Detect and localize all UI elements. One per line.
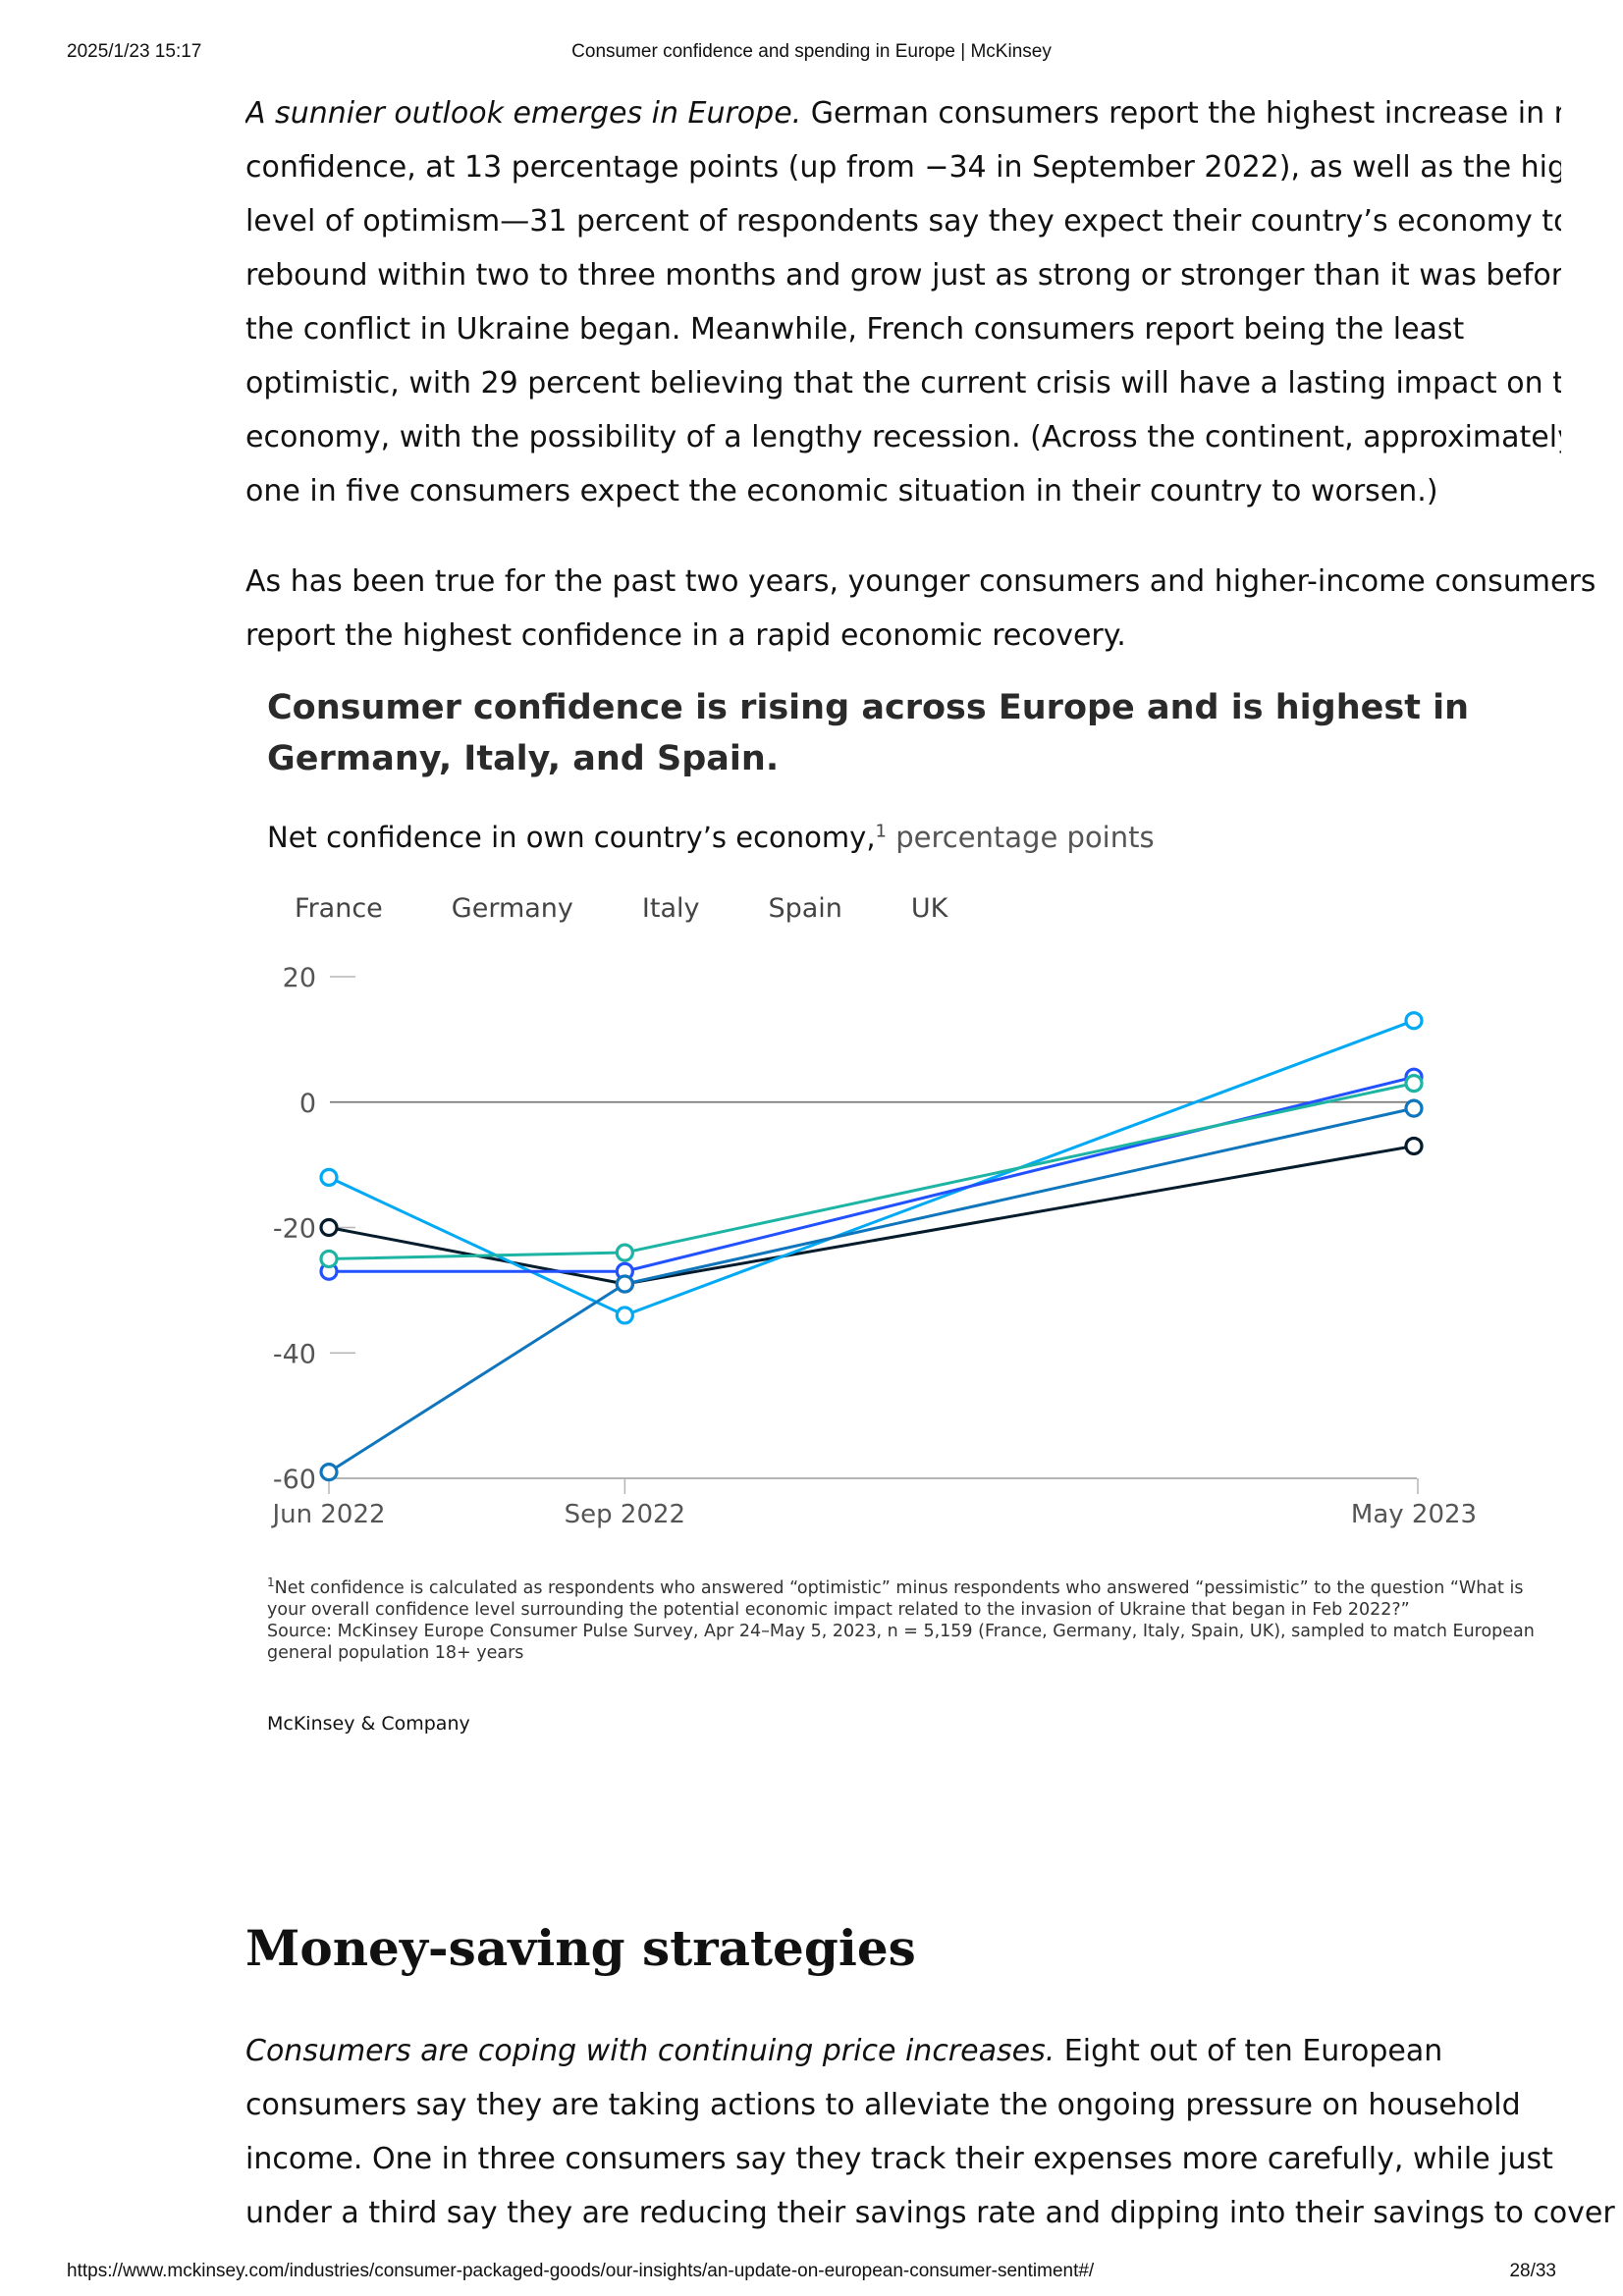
chart-unit: percentage points bbox=[887, 821, 1155, 854]
x-tick-label: May 2023 bbox=[1351, 1500, 1477, 1529]
paragraph-text: German consumers report the highest incr… bbox=[801, 96, 1561, 131]
data-point-uk bbox=[319, 1463, 339, 1482]
paragraph-lead: Consumers are coping with continuing pri… bbox=[245, 2034, 1055, 2068]
paragraph-line: rebound within two to three months and g… bbox=[245, 258, 1561, 293]
paragraph-line: Consumers are coping with continuing pri… bbox=[245, 2024, 1561, 2078]
data-point-uk bbox=[1404, 1098, 1424, 1118]
print-page-number: 28/33 bbox=[1509, 2261, 1556, 2281]
line-chart: 20 0 -20 -40 -60 Jun 2022 Sep 2022 May 2023 bbox=[270, 963, 1477, 1529]
y-tick-label: -60 bbox=[273, 1465, 316, 1495]
data-point-spain bbox=[1404, 1073, 1424, 1094]
footnote-text: Net confidence is calculated as responde… bbox=[267, 1577, 1524, 1620]
print-url: https://www.mckinsey.com/industries/cons… bbox=[67, 2261, 1095, 2281]
paragraph-line: income. One in three consumers say they … bbox=[245, 2142, 1553, 2176]
chart-footnote: 1Net confidence is calculated as respond… bbox=[267, 1572, 1563, 1664]
chart-source: Source: McKinsey Europe Consumer Pulse S… bbox=[267, 1621, 1535, 1663]
paragraph-line: the conflict in Ukraine began. Meanwhile… bbox=[245, 312, 1465, 347]
footnote-marker: 1 bbox=[875, 821, 887, 842]
data-point-france bbox=[1404, 1136, 1424, 1156]
paragraph-line: As has been true for the past two years,… bbox=[245, 564, 1596, 599]
y-tick-label: -20 bbox=[273, 1214, 316, 1245]
paragraph-text: Eight out of ten European bbox=[1055, 2034, 1443, 2068]
data-point-spain bbox=[319, 1249, 339, 1269]
x-tick-label: Jun 2022 bbox=[270, 1500, 385, 1529]
print-date: 2025/1/23 15:17 bbox=[67, 41, 202, 62]
x-tick-label: Sep 2022 bbox=[565, 1500, 685, 1529]
paragraph-line: A sunnier outlook emerges in Europe. Ger… bbox=[245, 86, 1561, 140]
paragraph-line: one in five consumers expect the economi… bbox=[245, 474, 1438, 508]
y-tick-label: -40 bbox=[273, 1339, 316, 1369]
print-page-title: Consumer confidence and spending in Euro… bbox=[571, 41, 1052, 62]
legend-item-italy[interactable]: Italy bbox=[641, 893, 700, 924]
paragraph-outlook: A sunnier outlook emerges in Europe. Ger… bbox=[245, 86, 1561, 518]
chart-legend: France Germany Italy Spain UK bbox=[295, 893, 1016, 924]
section-heading: Money-saving strategies bbox=[245, 1919, 916, 1977]
paragraph-line: consumers say they are taking actions to… bbox=[245, 2088, 1521, 2122]
footnote-number: 1 bbox=[267, 1575, 275, 1589]
chart-subtitle: Net confidence in own country’s economy,… bbox=[267, 821, 1155, 854]
chart-subtitle-text: Net confidence in own country’s economy, bbox=[267, 821, 876, 854]
data-point-germany bbox=[615, 1306, 634, 1325]
y-tick-label: 20 bbox=[283, 963, 316, 993]
footnote-definition: 1Net confidence is calculated as respond… bbox=[267, 1572, 1563, 1621]
chart-title: Consumer confidence is rising across Eur… bbox=[267, 688, 1470, 778]
paragraph-line: confidence, at 13 percentage points (up … bbox=[245, 150, 1561, 185]
data-point-france bbox=[319, 1217, 339, 1238]
paragraph-line: report the highest confidence in a rapid… bbox=[245, 618, 1126, 653]
legend-item-uk[interactable]: UK bbox=[910, 893, 948, 924]
y-tick-label: 0 bbox=[299, 1089, 316, 1119]
data-point-germany bbox=[1404, 1011, 1424, 1031]
data-point-uk bbox=[615, 1274, 634, 1294]
paragraph-line: level of optimism—31 percent of responde… bbox=[245, 204, 1561, 239]
paragraph-lead: A sunnier outlook emerges in Europe. bbox=[245, 96, 802, 131]
paragraph-line: optimistic, with 29 percent believing th… bbox=[245, 366, 1561, 400]
legend-item-france[interactable]: France bbox=[295, 893, 383, 924]
brand-label: McKinsey & Company bbox=[267, 1713, 470, 1735]
paragraph-younger-consumers: As has been true for the past two years,… bbox=[245, 555, 1596, 663]
legend-item-spain[interactable]: Spain bbox=[768, 893, 842, 924]
series-line-france bbox=[328, 1144, 1415, 1286]
paragraph-coping: Consumers are coping with continuing pri… bbox=[245, 2024, 1615, 2240]
legend-item-germany[interactable]: Germany bbox=[451, 893, 573, 924]
paragraph-line: under a third say they are reducing thei… bbox=[245, 2196, 1615, 2230]
paragraph-line: economy, with the possibility of a lengt… bbox=[245, 420, 1561, 454]
series-line-uk bbox=[328, 1106, 1415, 1473]
data-point-germany bbox=[319, 1167, 339, 1188]
data-point-spain bbox=[615, 1243, 634, 1262]
series-line-spain bbox=[328, 1082, 1415, 1260]
